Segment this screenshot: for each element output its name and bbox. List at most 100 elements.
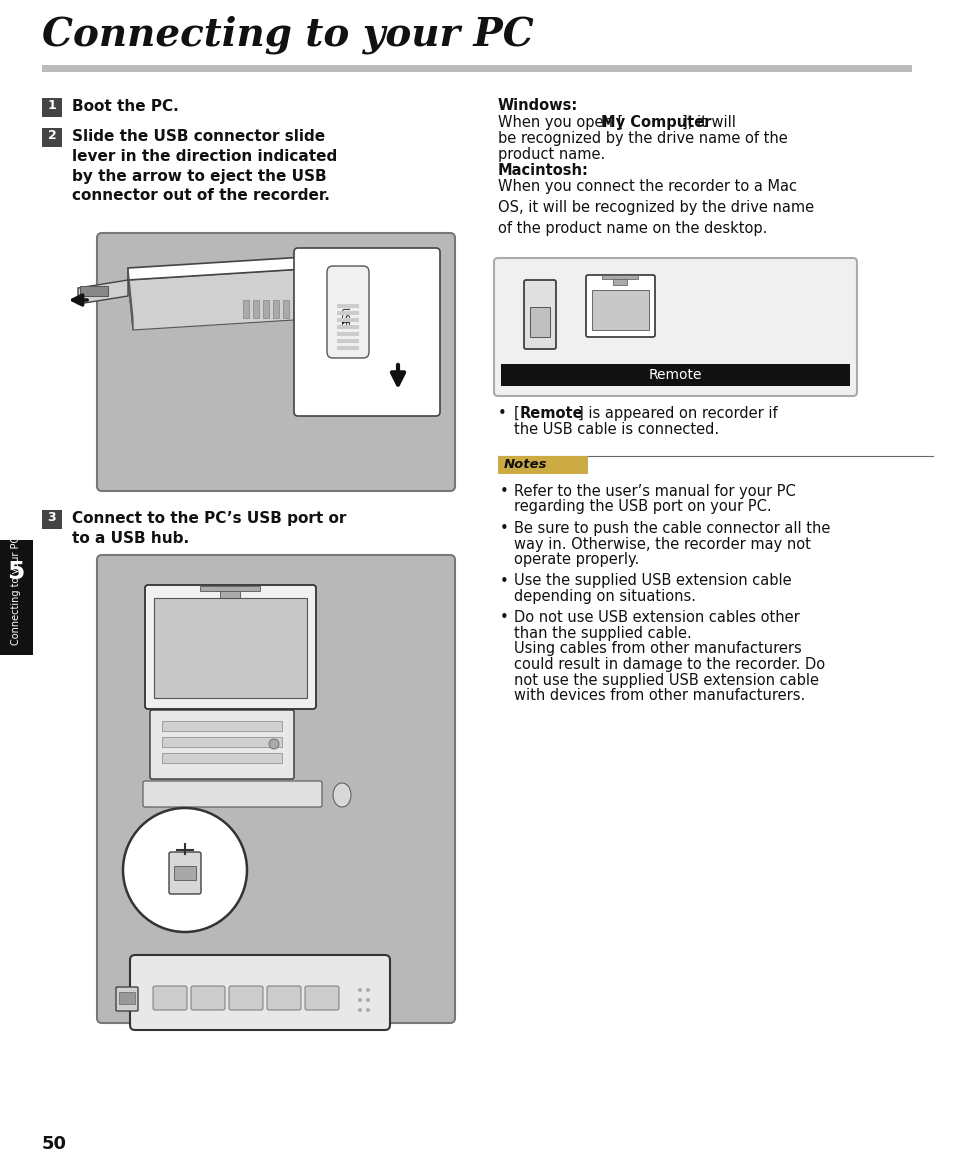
Text: Macintosh:: Macintosh:	[497, 163, 588, 178]
Bar	[263, 300, 269, 318]
Text: Boot the PC.: Boot the PC.	[71, 99, 178, 114]
Circle shape	[366, 1008, 370, 1012]
FancyBboxPatch shape	[97, 555, 455, 1023]
FancyBboxPatch shape	[305, 986, 338, 1009]
Bar	[253, 300, 258, 318]
Text: than the supplied cable.: than the supplied cable.	[514, 626, 691, 641]
Circle shape	[357, 998, 361, 1003]
Bar	[336, 347, 358, 350]
Text: Connecting to your PC: Connecting to your PC	[11, 535, 21, 646]
Text: regarding the USB port on your PC.: regarding the USB port on your PC.	[514, 500, 771, 515]
Text: My Computer: My Computer	[600, 115, 711, 130]
Polygon shape	[128, 268, 132, 330]
Text: 1: 1	[48, 99, 56, 112]
Text: Remote: Remote	[648, 369, 701, 382]
Bar	[336, 338, 358, 343]
FancyBboxPatch shape	[267, 986, 301, 1009]
Bar	[80, 286, 108, 296]
Bar	[336, 311, 358, 315]
Text: be recognized by the drive name of the: be recognized by the drive name of the	[497, 131, 787, 146]
Bar	[601, 275, 638, 279]
Text: 3: 3	[48, 511, 56, 524]
Text: Using cables from other manufacturers: Using cables from other manufacturers	[514, 641, 801, 656]
Text: the USB cable is connected.: the USB cable is connected.	[514, 422, 719, 437]
Text: operate properly.: operate properly.	[514, 552, 639, 567]
Bar	[162, 737, 282, 748]
Bar	[162, 753, 282, 763]
Circle shape	[366, 987, 370, 992]
Bar	[336, 318, 358, 322]
Text: Do not use USB extension cables other: Do not use USB extension cables other	[514, 611, 799, 626]
Text: Refer to the user’s manual for your PC: Refer to the user’s manual for your PC	[514, 484, 795, 500]
Bar	[162, 721, 282, 731]
Text: product name.: product name.	[497, 147, 604, 162]
Bar	[336, 304, 358, 308]
Bar	[613, 277, 626, 285]
Text: 2: 2	[48, 129, 56, 143]
Circle shape	[366, 998, 370, 1003]
Text: ], it will: ], it will	[681, 115, 735, 130]
FancyBboxPatch shape	[494, 258, 856, 396]
Bar	[497, 455, 587, 474]
Polygon shape	[293, 254, 353, 268]
Bar	[173, 866, 195, 880]
Text: 50: 50	[42, 1135, 67, 1153]
Circle shape	[357, 1008, 361, 1012]
Bar	[42, 99, 62, 117]
Text: Be sure to push the cable connector all the: Be sure to push the cable connector all …	[514, 522, 829, 535]
Bar	[293, 300, 298, 318]
Bar	[273, 300, 278, 318]
Bar	[283, 300, 289, 318]
FancyBboxPatch shape	[143, 781, 322, 807]
Text: Notes: Notes	[503, 458, 547, 471]
Bar	[0, 540, 33, 655]
Bar	[42, 65, 911, 72]
FancyBboxPatch shape	[169, 852, 201, 894]
Bar	[119, 992, 135, 1004]
Text: ] is appeared on recorder if: ] is appeared on recorder if	[578, 406, 777, 421]
Text: Windows:: Windows:	[497, 99, 578, 112]
Polygon shape	[78, 280, 128, 304]
Text: Remote: Remote	[519, 406, 583, 421]
FancyBboxPatch shape	[152, 986, 187, 1009]
Bar	[220, 590, 240, 602]
Text: Connect to the PC’s USB port or
to a USB hub.: Connect to the PC’s USB port or to a USB…	[71, 511, 346, 546]
FancyBboxPatch shape	[327, 267, 369, 358]
Text: When you open [: When you open [	[497, 115, 622, 130]
FancyBboxPatch shape	[116, 987, 138, 1011]
Text: way in. Otherwise, the recorder may not: way in. Otherwise, the recorder may not	[514, 537, 810, 552]
Text: Connecting to your PC: Connecting to your PC	[42, 15, 533, 53]
FancyBboxPatch shape	[229, 986, 263, 1009]
FancyBboxPatch shape	[191, 986, 225, 1009]
FancyBboxPatch shape	[130, 955, 390, 1030]
Polygon shape	[128, 267, 357, 330]
Bar	[42, 127, 62, 147]
Text: Slide the USB connector slide
lever in the direction indicated
by the arrow to e: Slide the USB connector slide lever in t…	[71, 129, 337, 203]
Text: not use the supplied USB extension cable: not use the supplied USB extension cable	[514, 672, 818, 687]
Bar	[500, 364, 849, 386]
Circle shape	[269, 739, 278, 749]
Text: depending on situations.: depending on situations.	[514, 589, 696, 604]
Bar	[336, 325, 358, 329]
Text: could result in damage to the recorder. Do: could result in damage to the recorder. …	[514, 657, 824, 672]
Bar	[530, 307, 550, 337]
Bar	[200, 586, 260, 591]
Bar	[42, 510, 62, 529]
Bar	[243, 300, 249, 318]
Text: •: •	[499, 611, 508, 626]
FancyBboxPatch shape	[97, 233, 455, 491]
Text: •: •	[497, 406, 506, 421]
Bar	[153, 598, 307, 698]
Circle shape	[357, 987, 361, 992]
Text: When you connect the recorder to a Mac
OS, it will be recognized by the drive na: When you connect the recorder to a Mac O…	[497, 178, 813, 236]
FancyBboxPatch shape	[585, 275, 655, 337]
Text: with devices from other manufacturers.: with devices from other manufacturers.	[514, 688, 804, 704]
Bar	[592, 290, 648, 330]
Text: •: •	[499, 574, 508, 589]
FancyBboxPatch shape	[145, 585, 315, 709]
Ellipse shape	[333, 783, 351, 807]
Polygon shape	[128, 254, 353, 280]
Text: [: [	[514, 406, 519, 421]
Text: •: •	[499, 484, 508, 500]
Text: USB: USB	[337, 307, 348, 328]
